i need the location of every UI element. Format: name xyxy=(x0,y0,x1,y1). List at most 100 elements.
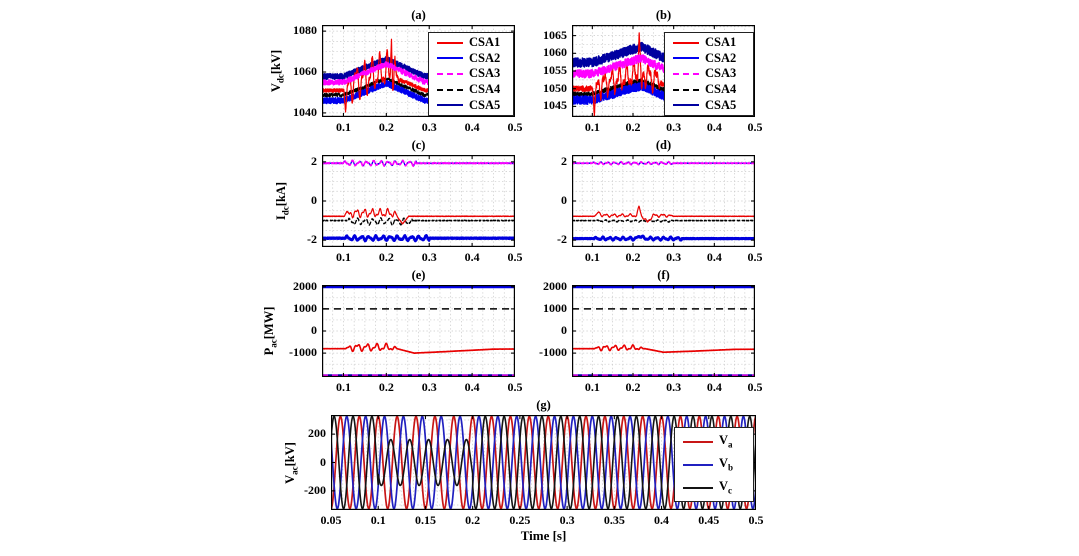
y-tick-label: 2000 xyxy=(543,278,567,293)
legend-line-swatch xyxy=(683,440,713,443)
legend-box: CSA1 CSA2 CSA3 CSA4 CSA5 xyxy=(428,32,514,116)
legend-entry: CSA5 xyxy=(673,98,747,113)
x-tick-label: 0.1 xyxy=(584,250,600,264)
subplot-title-g: (g) xyxy=(536,398,551,412)
y-tick-label: 1065 xyxy=(543,27,567,42)
legend-entry: CSA4 xyxy=(437,82,507,97)
subplot-title-e: (e) xyxy=(411,268,426,282)
legend-line-swatch xyxy=(437,57,463,60)
legend-entry: CSA3 xyxy=(437,66,507,81)
y-tick-label: 0 xyxy=(311,193,317,207)
x-tick-label: 0.2 xyxy=(625,250,641,264)
x-tick-label: 0.5 xyxy=(748,513,764,527)
x-tick-label: 0.35 xyxy=(603,513,625,527)
legend-label: CSA3 xyxy=(705,66,737,81)
subplot-e: (e) Pac[MW] 0.1 0.2 0.3 0.4 0.5 2000 1000 0 -100… xyxy=(262,268,523,394)
x-tick-label: 0.3 xyxy=(666,250,682,264)
legend-entry: CSA1 xyxy=(673,35,747,50)
x-tick-label: 0.3 xyxy=(666,380,682,394)
legend-label: CSA4 xyxy=(705,82,737,97)
legend-label: CSA3 xyxy=(469,66,501,81)
y-tick-label: 2 xyxy=(311,153,317,168)
subplot-g: (g) Vac[kV] Time [s] 0.05 0.1 0.15 0.2 0.25 0… xyxy=(283,398,764,543)
legend-line-swatch xyxy=(673,41,699,44)
x-tick-label: 0.3 xyxy=(421,120,437,134)
subplot-c: (c) Idc[kA] 0.1 0.2 0.3 0.4 0.5 2 0 -2 xyxy=(274,138,523,264)
x-axis-label: Time [s] xyxy=(520,528,567,543)
legend-label: Va xyxy=(719,433,733,450)
y-tick-label: 1040 xyxy=(293,104,317,119)
legend-line-swatch xyxy=(673,88,699,91)
legend-entry: Vb xyxy=(683,456,747,473)
x-tick-label: 0.45 xyxy=(698,513,720,527)
legend-label: CSA1 xyxy=(469,35,501,50)
legend-line-swatch xyxy=(673,72,699,75)
x-tick-label: 0.3 xyxy=(421,250,437,264)
x-tick-label: 0.4 xyxy=(706,380,722,394)
y-tick-label: 1055 xyxy=(543,63,567,77)
x-tick-label: 0.25 xyxy=(509,513,531,527)
x-tick-label: 0.1 xyxy=(335,250,351,264)
x-tick-label: 0.1 xyxy=(370,513,386,527)
x-tick-label: 0.3 xyxy=(666,120,682,134)
y-tick-label: 0 xyxy=(561,193,567,207)
x-tick-label: 0.4 xyxy=(654,513,670,527)
legend-label: CSA2 xyxy=(469,50,501,65)
x-tick-label: 0.15 xyxy=(414,513,436,527)
y-tick-label: -2 xyxy=(557,232,567,247)
x-tick-label: 0.2 xyxy=(378,120,394,134)
y-tick-label: 200 xyxy=(308,426,326,441)
legend-line-swatch xyxy=(683,463,713,466)
x-tick-label: 0.4 xyxy=(706,120,722,134)
x-tick-label: 0.4 xyxy=(464,380,480,394)
legend-line-swatch xyxy=(437,88,463,91)
y-tick-label: 2 xyxy=(561,153,567,168)
y-tick-label: 1050 xyxy=(543,80,567,95)
legend-line-swatch xyxy=(683,486,713,489)
x-tick-label: 0.4 xyxy=(464,120,480,134)
subplot-title-c: (c) xyxy=(411,138,426,152)
y-tick-label: 1000 xyxy=(543,300,567,315)
legend-entry: CSA2 xyxy=(437,51,507,66)
legend-label: CSA5 xyxy=(705,97,737,112)
legend-line-swatch xyxy=(437,41,463,44)
legend-line-swatch xyxy=(437,104,463,107)
x-tick-label: 0.2 xyxy=(465,513,481,527)
legend-label: Vc xyxy=(719,479,733,496)
subplot-title-b: (b) xyxy=(655,8,672,22)
x-tick-label: 0.4 xyxy=(464,250,480,264)
x-tick-label: 0.5 xyxy=(747,250,763,264)
plot-canvas-c xyxy=(322,155,515,247)
y-tick-label: 2000 xyxy=(293,278,317,293)
y-tick-label: -1000 xyxy=(539,345,567,360)
x-tick-label: 0.5 xyxy=(507,380,523,394)
x-tick-label: 0.4 xyxy=(706,250,722,264)
x-tick-label: 0.5 xyxy=(747,120,763,134)
subplot-a: (a) Vdc[kV] 0.1 0.2 0.3 0.4 0.5 1080 1060 1040 C… xyxy=(269,8,523,134)
legend-label: CSA4 xyxy=(469,82,501,97)
y-tick-label: 1045 xyxy=(543,98,567,113)
x-tick-label: 0.1 xyxy=(335,380,351,394)
legend-entry: Va xyxy=(683,433,747,450)
x-tick-label: 0.5 xyxy=(507,120,523,134)
subplot-title-f: (f) xyxy=(657,268,670,282)
legend-label: CSA2 xyxy=(705,50,737,65)
x-tick-label: 0.1 xyxy=(584,380,600,394)
legend-line-swatch xyxy=(673,104,699,107)
legend-line-swatch xyxy=(673,57,699,60)
legend-entry: CSA2 xyxy=(673,51,747,66)
y-tick-label: 0 xyxy=(561,323,567,337)
subplot-d: (d) 0.1 0.2 0.3 0.4 0.5 2 0 -2 xyxy=(557,138,763,264)
plot-canvas-d xyxy=(572,155,755,247)
x-tick-label: 0.2 xyxy=(625,380,641,394)
x-tick-label: 0.2 xyxy=(378,250,394,264)
subplot-title-d: (d) xyxy=(655,138,672,152)
y-tick-label: 0 xyxy=(320,454,326,469)
y-tick-label: -2 xyxy=(307,232,317,247)
subplot-title-a: (a) xyxy=(411,8,426,22)
subplot-f: (f) 0.1 0.2 0.3 0.4 0.5 2000 1000 0 -1000 xyxy=(539,268,763,394)
legend-line-swatch xyxy=(437,72,463,75)
y-tick-label: 1080 xyxy=(293,23,317,38)
legend-box: CSA1 CSA2 CSA3 CSA4 CSA5 xyxy=(664,32,754,116)
